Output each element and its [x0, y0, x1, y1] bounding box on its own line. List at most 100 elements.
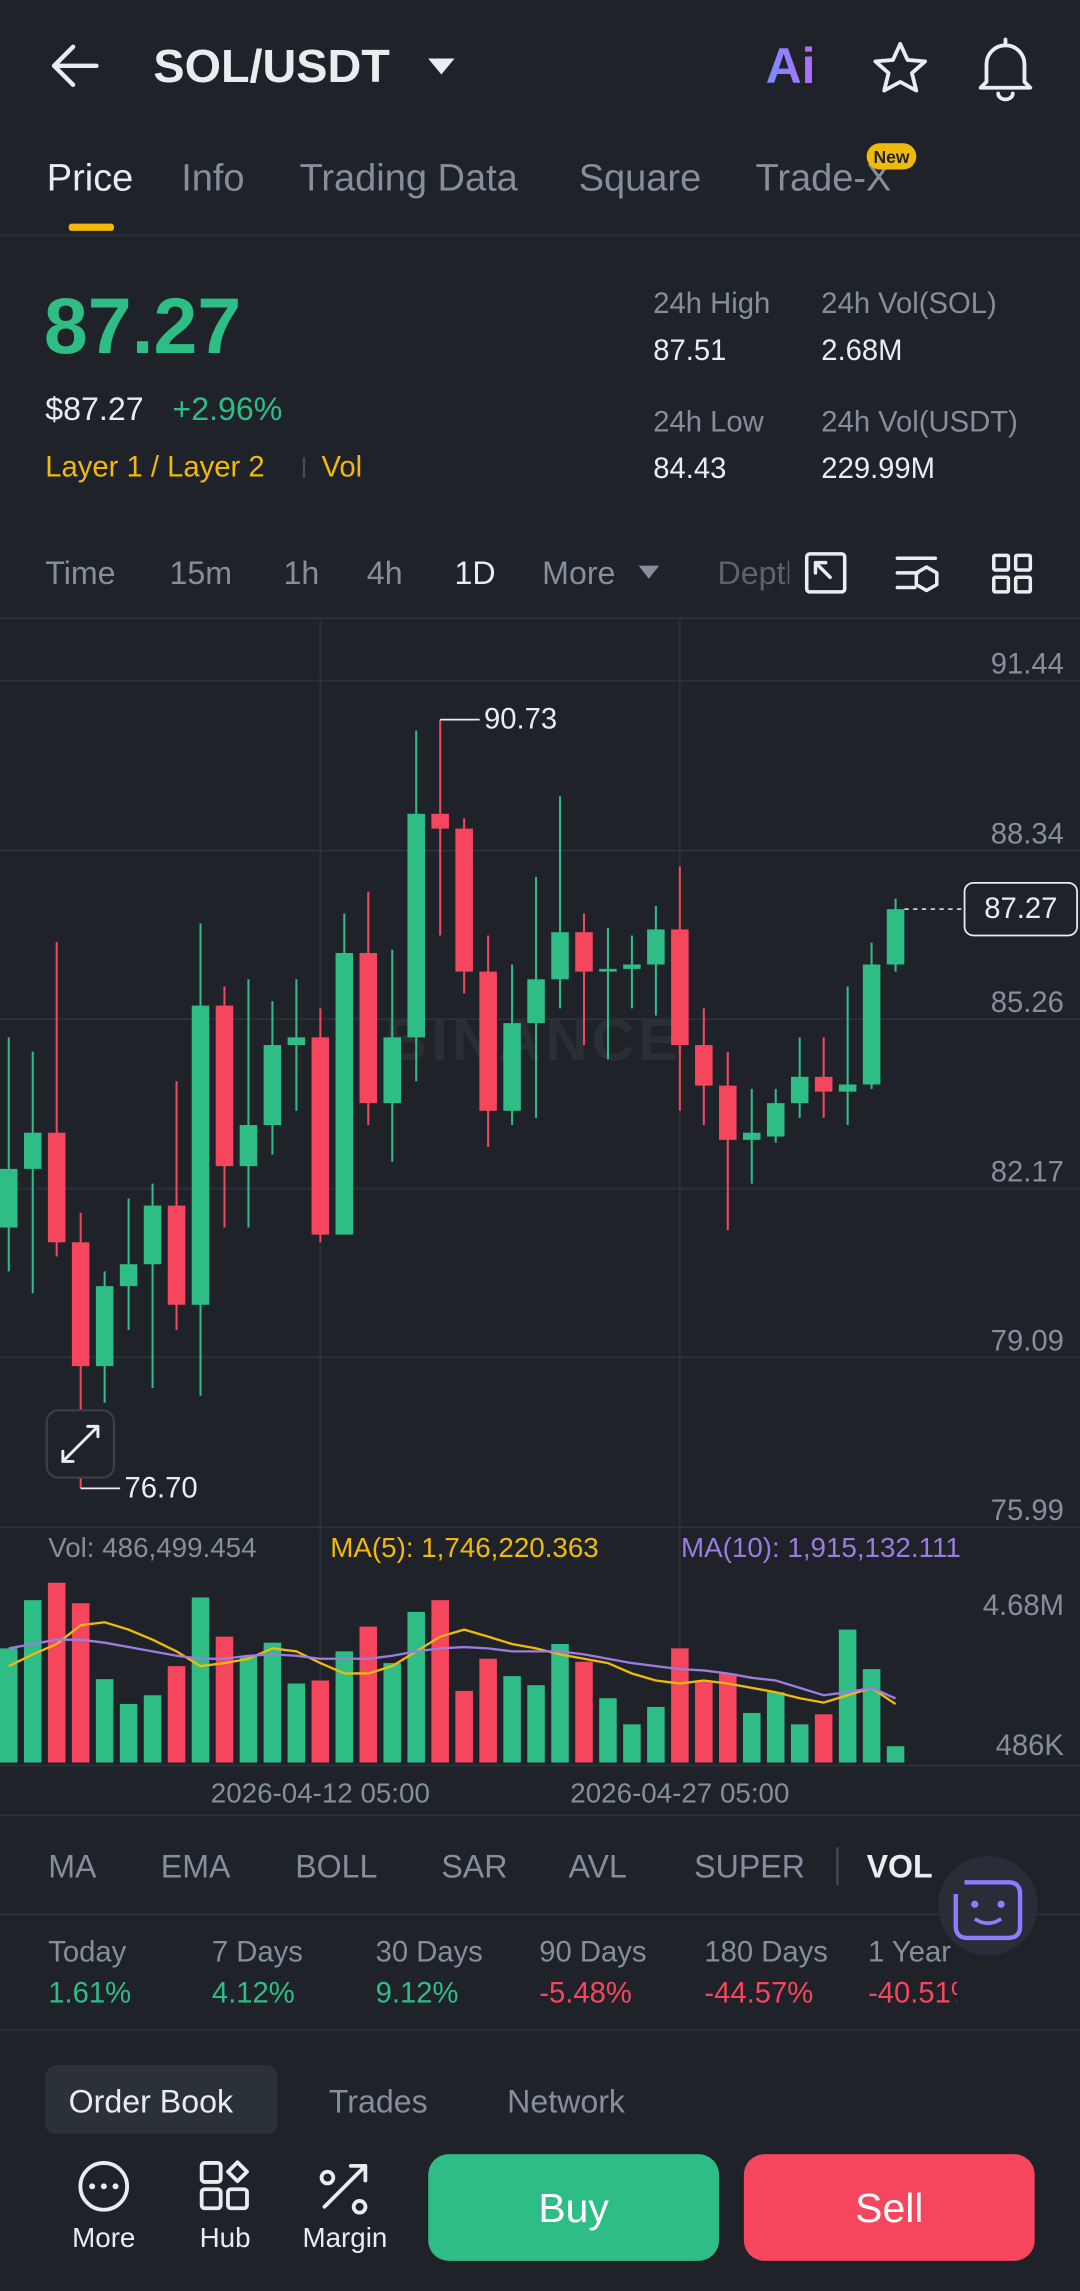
last-price: 87.27 [44, 282, 241, 370]
perf-label: 90 Days [539, 1937, 646, 1969]
interval[interactable]: 1h [284, 555, 320, 591]
book-tab[interactable]: Trades [329, 2084, 428, 2120]
tab[interactable]: Info [181, 157, 244, 199]
buy-label[interactable]: Buy [538, 2185, 609, 2231]
interval[interactable]: 1D [455, 555, 496, 591]
book-tab[interactable]: Order Book [69, 2084, 234, 2120]
fullscreen-button[interactable] [45, 1409, 116, 1479]
back-arrow [51, 44, 99, 87]
ai-button[interactable]: Ai [766, 38, 816, 94]
candle-body [383, 1037, 402, 1104]
buy-button[interactable] [428, 2154, 720, 2261]
y-tick-label: 85.26 [991, 987, 1064, 1019]
favorite-star[interactable] [873, 41, 927, 93]
stat-label: 24h High [653, 288, 770, 320]
indicator[interactable]: SUPER [694, 1848, 805, 1884]
candle-body [479, 971, 497, 1111]
perf-value: -5.48% [539, 1977, 632, 2009]
sell-label[interactable]: Sell [855, 2185, 923, 2231]
volume-bar [95, 1679, 114, 1763]
nav-label[interactable]: More [72, 2222, 135, 2253]
volume-bar [407, 1611, 425, 1763]
more-icon[interactable] [78, 2161, 130, 2212]
candle-body [503, 1023, 521, 1111]
stat-label: 24h Low [653, 406, 764, 438]
extreme-label: 90.73 [484, 704, 557, 736]
indicator[interactable]: BOLL [295, 1848, 377, 1884]
y-tick-label: 79.09 [991, 1325, 1064, 1357]
hub-icon[interactable] [199, 2187, 223, 2211]
volume-bar [575, 1661, 593, 1763]
indicator[interactable]: SAR [441, 1848, 507, 1884]
hub-icon[interactable] [199, 2161, 223, 2184]
volume-bar [647, 1706, 665, 1763]
pair-dropdown[interactable] [428, 58, 455, 75]
interval[interactable]: Depth [718, 555, 804, 591]
volume-bar [695, 1680, 713, 1763]
hub-icon[interactable] [226, 2160, 249, 2184]
ma-line [8, 1638, 897, 1700]
tag[interactable]: Layer 1 / Layer 2 [45, 452, 264, 484]
candle-body [742, 1132, 761, 1140]
tab[interactable]: Trade-X [756, 157, 892, 199]
ai-assistant[interactable] [938, 1856, 1038, 1956]
nav-label[interactable]: Margin [302, 2222, 387, 2253]
candle-body [359, 952, 378, 1104]
candle-body [886, 909, 905, 965]
margin-icon[interactable] [319, 2163, 368, 2215]
indicator-bar: MA EMA BOLL SAR AVL SUPER VOL [48, 1848, 932, 1884]
volume-bar [671, 1648, 689, 1763]
assistant-smile [973, 1917, 1003, 1926]
tab[interactable]: Trading Data [300, 157, 519, 199]
perf-label: 7 Days [212, 1937, 303, 1969]
stat-value: 87.51 [653, 335, 726, 367]
interval[interactable]: 4h [367, 555, 403, 591]
stat-value: 2.68M [821, 335, 902, 367]
nav-label[interactable]: Hub [200, 2222, 251, 2253]
candle-body [814, 1076, 833, 1092]
candle-body [766, 1103, 785, 1137]
back-button[interactable] [51, 44, 99, 87]
interval[interactable]: Time [45, 555, 115, 591]
interval[interactable]: More [542, 555, 615, 591]
volume-bar [886, 1746, 905, 1763]
volume-bar [383, 1663, 402, 1763]
volume-chart: 4.68M 486K Vol: 486,499.454 MA(5): 1,746,22… [0, 1532, 1064, 1763]
candle-body [862, 964, 881, 1085]
tab[interactable]: Square [579, 157, 701, 199]
more-dropdown[interactable] [638, 565, 660, 579]
tab[interactable]: Price [47, 157, 134, 199]
indicator[interactable]: AVL [568, 1848, 626, 1884]
stat-label: 24h Vol(SOL) [821, 288, 996, 320]
perf-label: 180 Days [704, 1937, 827, 1969]
nav-icons [78, 2160, 368, 2215]
hub-icon[interactable] [226, 2187, 249, 2211]
indicator[interactable]: EMA [161, 1848, 231, 1884]
extreme-label: 76.70 [125, 1472, 198, 1504]
indicator[interactable]: MA [48, 1848, 97, 1884]
perf-value: -40.51% [868, 1977, 977, 2009]
indicator[interactable]: VOL [867, 1848, 933, 1884]
book-tab[interactable]: Network [507, 2084, 626, 2120]
tool-icon [914, 565, 939, 593]
candle-body [287, 1037, 306, 1046]
notification-bell[interactable] [978, 37, 1033, 102]
tag[interactable]: Vol [322, 452, 363, 484]
interval[interactable]: 15m [170, 555, 233, 591]
tool-icon [1013, 575, 1033, 594]
volume-bar [0, 1648, 18, 1763]
volume-bar [790, 1724, 809, 1763]
y-tick-label: 75.99 [991, 1495, 1064, 1527]
candle-body [599, 968, 617, 972]
performance: Today 1.61% 7 Days 4.12% 30 Days 9.12% 90 Days… [48, 1937, 977, 2010]
chart-tools[interactable] [804, 552, 1033, 594]
x-tick-label: 2026-04-12 05:00 [211, 1778, 430, 1809]
candle-body [47, 1132, 66, 1243]
sell-button[interactable] [743, 2154, 1035, 2261]
volume-bar [719, 1673, 737, 1763]
perf-value: 9.12% [376, 1977, 459, 2009]
volume-bar [47, 1582, 66, 1763]
new-badge: New [873, 147, 909, 167]
pair-title[interactable]: SOL/USDT [153, 40, 390, 92]
